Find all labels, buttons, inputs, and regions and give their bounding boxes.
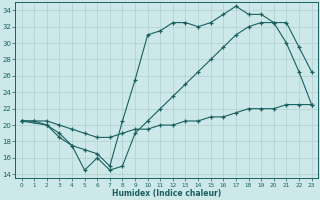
- X-axis label: Humidex (Indice chaleur): Humidex (Indice chaleur): [112, 189, 221, 198]
